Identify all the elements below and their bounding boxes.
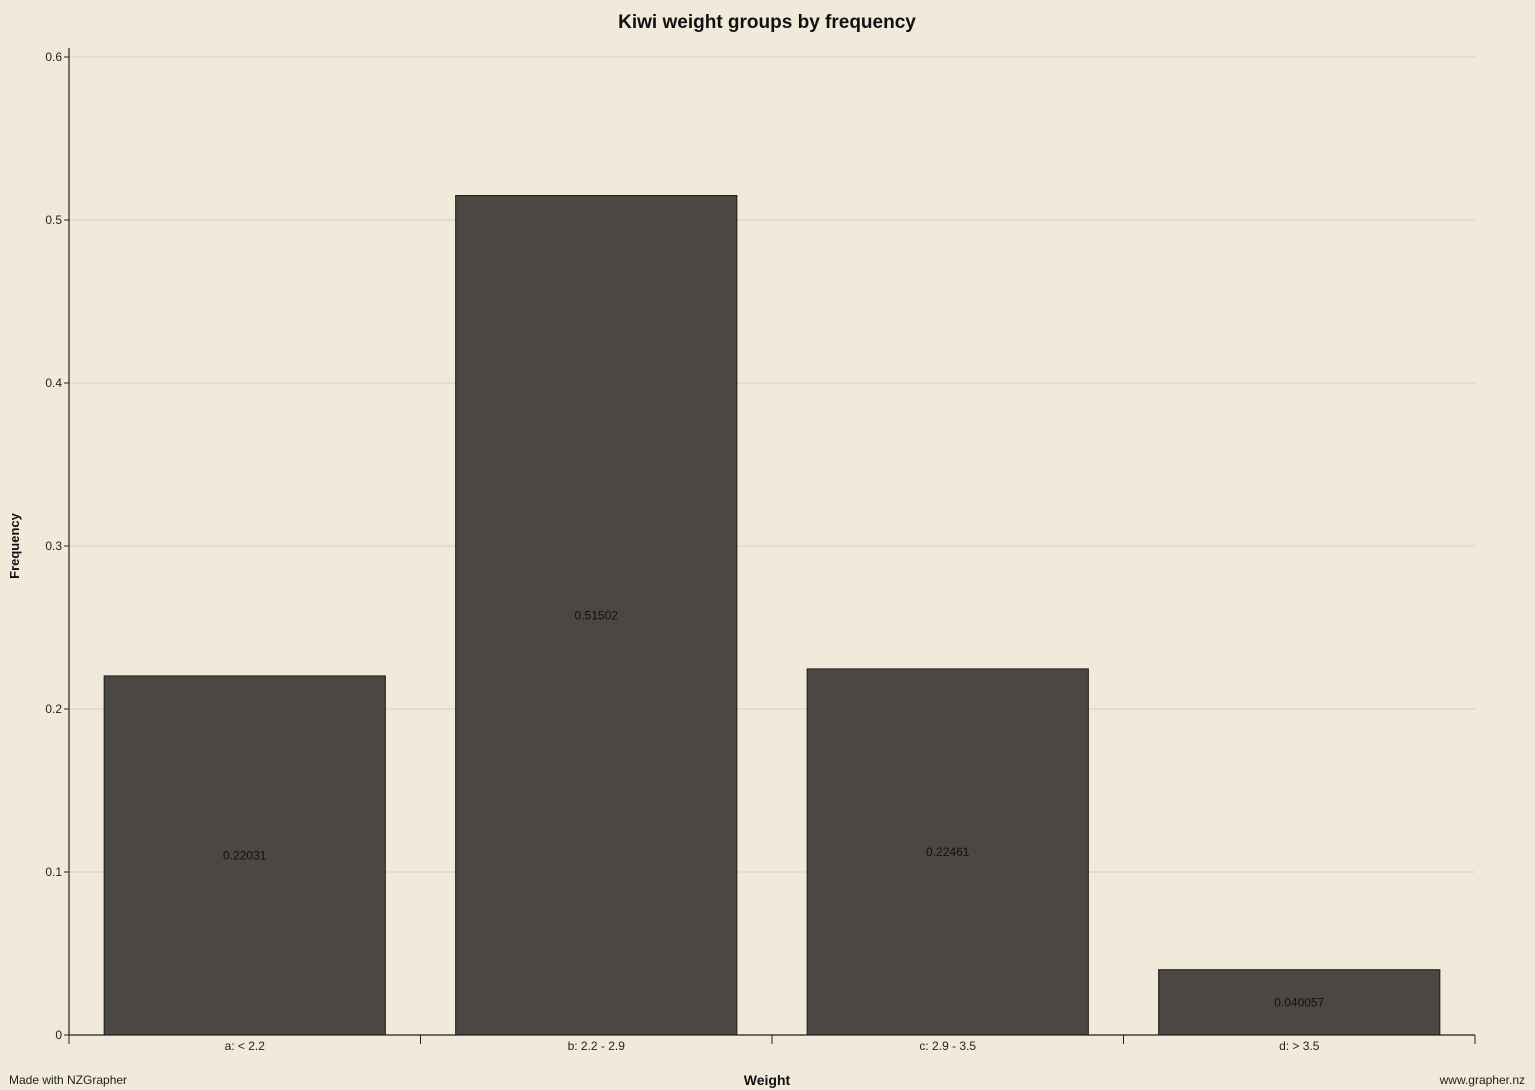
bar: [1158, 969, 1441, 1036]
y-tick-label: 0.2: [45, 702, 62, 716]
x-tick-label: b: 2.2 - 2.9: [568, 1039, 626, 1053]
bar: [103, 675, 386, 1036]
x-tick-label: a: < 2.2: [225, 1039, 266, 1053]
y-tick-label: 0.6: [45, 50, 62, 64]
made-with-credit: Made with NZGrapher: [9, 1073, 128, 1087]
x-tick-label: d: > 3.5: [1279, 1039, 1320, 1053]
bar: [806, 668, 1089, 1036]
y-tick-label: 0.4: [45, 376, 62, 390]
bar-value-label: 0.51502: [575, 608, 619, 622]
bar: [455, 195, 738, 1036]
chart-title: Kiwi weight groups by frequency: [618, 12, 916, 33]
site-url: www.grapher.nz: [1439, 1073, 1525, 1087]
y-tick-label: 0.3: [45, 539, 62, 553]
x-tick-label: c: 2.9 - 3.5: [919, 1039, 976, 1053]
y-axis-label: Frequency: [7, 512, 22, 579]
y-tick-label: 0.5: [45, 213, 62, 227]
bar-value-label: 0.040057: [1274, 995, 1324, 1009]
y-tick-label: 0: [55, 1028, 62, 1042]
axes: 0 0.1 0.2 0.3 0.4 0.5 0.6 a: < 2.2 b: 2.2 - 2.9 c…: [45, 48, 1476, 1053]
y-tick-label: 0.1: [45, 865, 62, 879]
x-axis-label: Weight: [744, 1072, 791, 1088]
bar-value-label: 0.22461: [926, 845, 970, 859]
bars: 0.22031 0.51502 0.22461 0.040057: [103, 195, 1441, 1036]
bar-value-label: 0.22031: [223, 848, 267, 862]
